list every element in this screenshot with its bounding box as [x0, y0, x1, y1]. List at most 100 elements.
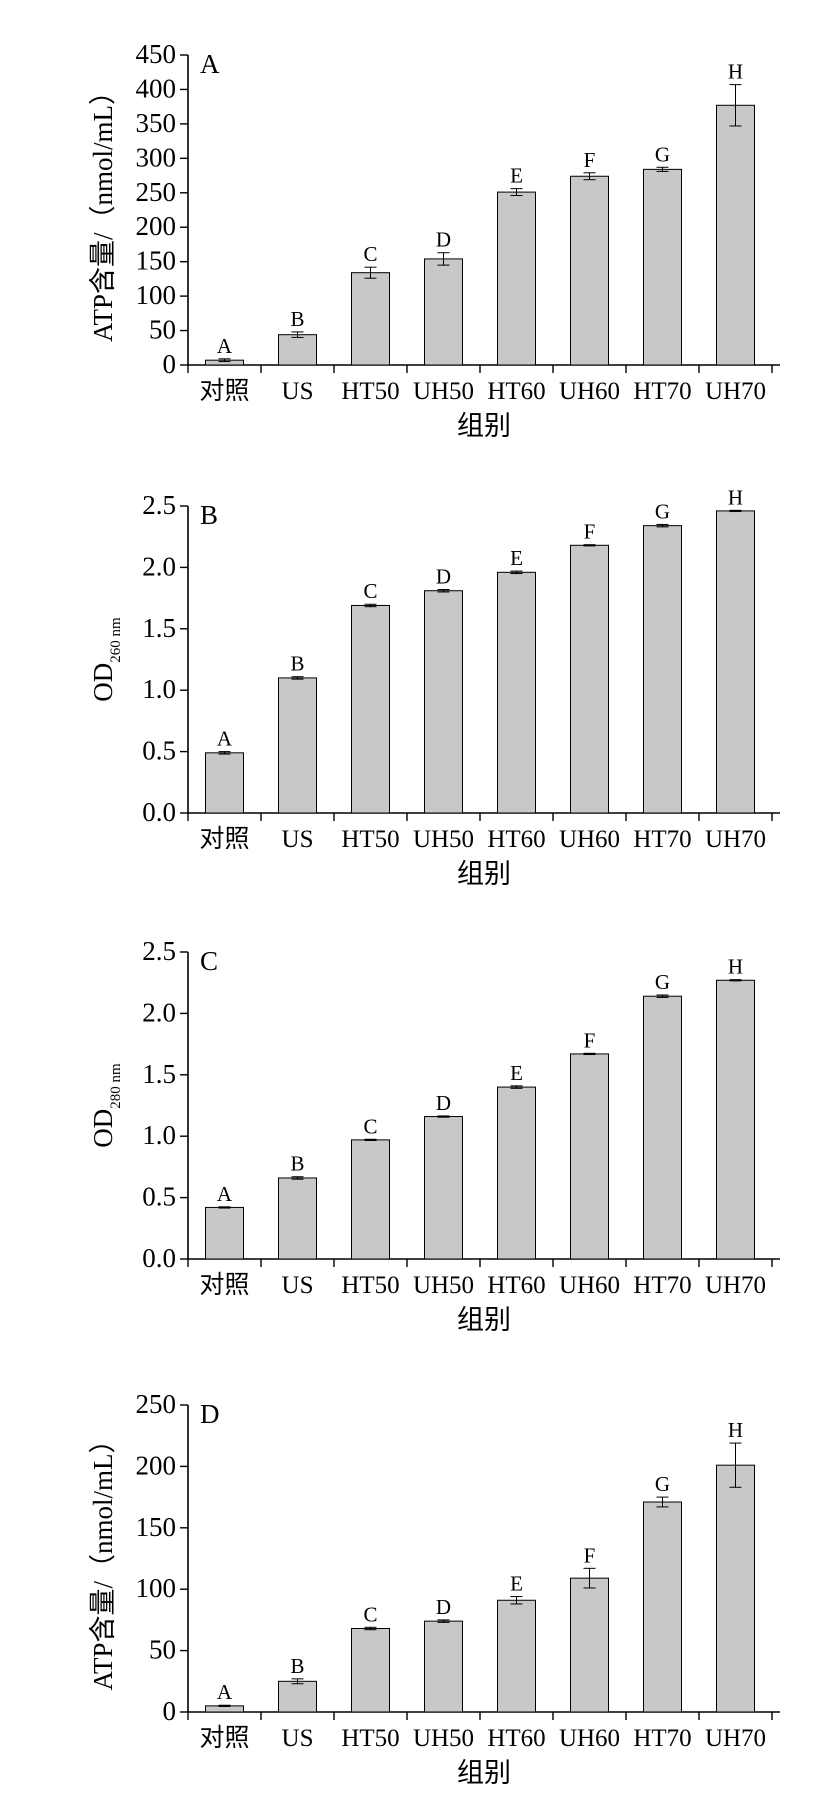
bar-UH60 [570, 1577, 609, 1713]
y-tick-label: 250 [136, 177, 177, 207]
bar-US [278, 1680, 317, 1713]
bar-HT60 [497, 1086, 536, 1260]
x-tick-label: 对照 [199, 377, 249, 405]
bar-UH60 [570, 1053, 609, 1260]
significance-letter: A [217, 727, 233, 751]
y-tick-label: 50 [149, 315, 176, 345]
significance-letter: F [584, 1543, 596, 1567]
bar-HT70 [643, 1501, 682, 1713]
bar-UH70 [716, 510, 755, 814]
panel-label: B [200, 500, 218, 530]
bar-HT50 [351, 1627, 390, 1713]
x-tick-label: US [282, 1272, 314, 1299]
bar-HT70 [643, 168, 682, 366]
y-tick-label: 0.5 [142, 1182, 176, 1212]
x-tick-label: 对照 [199, 1271, 249, 1299]
significance-letter: F [584, 148, 596, 172]
x-tick-label: HT50 [341, 1272, 399, 1299]
y-tick-label: 2.0 [142, 551, 176, 581]
bar-HT60 [497, 1599, 536, 1713]
y-tick-label: 150 [136, 246, 177, 276]
significance-letter: D [436, 565, 451, 589]
y-tick-label: 450 [136, 39, 177, 69]
bar-对照 [205, 752, 244, 814]
x-tick-label: HT60 [487, 1725, 545, 1752]
x-tick-label: HT50 [341, 826, 399, 853]
y-tick-label: 1.5 [142, 1059, 176, 1089]
y-tick-label: 2.5 [142, 490, 176, 520]
panel-label: D [200, 1399, 220, 1429]
chart-panel-a: 0 50 100 150 200 250 300 350 400 450 A 对照 B US C HT50 D U… [88, 39, 780, 441]
x-tick-label: US [282, 826, 314, 853]
y-tick-label: 250 [136, 1389, 177, 1419]
x-tick-label: UH70 [705, 1272, 766, 1299]
significance-letter: H [728, 60, 743, 84]
significance-letter: H [728, 955, 743, 979]
y-axis-label: OD280 nm [88, 1063, 124, 1148]
significance-letter: A [217, 1680, 233, 1704]
y-tick-label: 0.5 [142, 736, 176, 766]
significance-letter: G [655, 499, 670, 523]
y-axis-label-subscript: 260 nm [108, 617, 124, 663]
y-axis-label: OD260 nm [88, 617, 124, 702]
x-tick-label: UH50 [413, 1272, 474, 1299]
x-tick-label: UH60 [559, 378, 620, 405]
x-tick-label: UH60 [559, 1725, 620, 1752]
significance-letter: G [655, 1472, 670, 1496]
bar-UH70 [716, 979, 755, 1260]
significance-letter: D [436, 228, 451, 252]
bar-UH50 [424, 1620, 463, 1713]
y-tick-label: 2.0 [142, 997, 176, 1027]
bar-UH50 [424, 258, 463, 366]
y-tick-label: 200 [136, 211, 177, 241]
significance-letter: E [510, 1572, 523, 1596]
x-tick-label: 对照 [199, 1724, 249, 1752]
bar-US [278, 677, 317, 814]
y-tick-label: 350 [136, 108, 177, 138]
significance-letter: E [510, 164, 523, 188]
y-tick-label: 1.5 [142, 613, 176, 643]
y-tick-label: 150 [136, 1512, 177, 1542]
y-axis-label-subscript: 280 nm [108, 1063, 124, 1109]
bar-US [278, 1177, 317, 1260]
bar-US [278, 334, 317, 366]
significance-letter: G [655, 142, 670, 166]
x-tick-label: HT60 [487, 826, 545, 853]
y-tick-label: 0.0 [142, 797, 176, 827]
significance-letter: C [363, 1602, 377, 1626]
x-tick-label: HT50 [341, 378, 399, 405]
x-tick-label: HT70 [633, 1725, 691, 1752]
significance-letter: A [217, 1182, 233, 1206]
chart-panel-b: 0.0 0.5 1.0 1.5 2.0 2.5 A 对照 B US C HT50 D UH50 E HT60 F… [88, 485, 780, 889]
significance-letter: B [290, 307, 304, 331]
significance-letter: A [217, 334, 233, 358]
x-tick-label: HT70 [633, 826, 691, 853]
bar-HT50 [351, 604, 390, 814]
x-tick-label: UH50 [413, 378, 474, 405]
x-tick-label: UH50 [413, 826, 474, 853]
x-tick-label: UH50 [413, 1725, 474, 1752]
x-tick-label: HT60 [487, 378, 545, 405]
y-tick-label: 100 [136, 280, 177, 310]
bar-HT60 [497, 571, 536, 814]
x-tick-label: HT50 [341, 1725, 399, 1752]
significance-letter: C [363, 579, 377, 603]
x-tick-label: UH70 [705, 1725, 766, 1752]
x-axis-label: 组别 [457, 859, 511, 889]
x-tick-label: HT70 [633, 378, 691, 405]
significance-letter: C [363, 242, 377, 266]
bar-UH60 [570, 175, 609, 366]
bar-UH60 [570, 544, 609, 814]
bar-UH50 [424, 1116, 463, 1260]
x-axis-label: 组别 [457, 1305, 511, 1335]
y-axis-label: ATP含量/（nmol/mL） [88, 78, 118, 342]
significance-letter: D [436, 1595, 451, 1619]
bar-UH70 [716, 1464, 755, 1713]
y-tick-label: 100 [136, 1573, 177, 1603]
significance-letter: G [655, 970, 670, 994]
y-tick-label: 1.0 [142, 674, 176, 704]
y-tick-label: 300 [136, 142, 177, 172]
y-tick-label: 200 [136, 1450, 177, 1480]
x-axis-label: 组别 [457, 411, 511, 441]
panel-label: C [200, 946, 218, 976]
